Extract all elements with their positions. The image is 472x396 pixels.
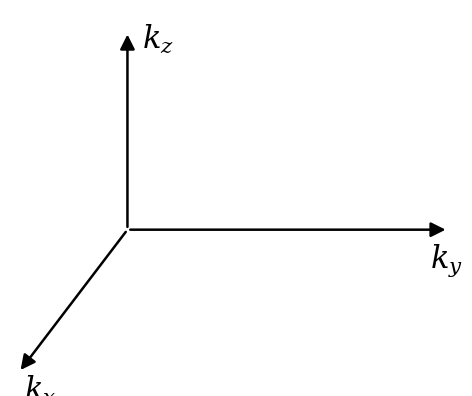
Text: $k_y$: $k_y$ [430,243,462,280]
Text: $k_x$: $k_x$ [24,374,56,396]
Text: $k_z$: $k_z$ [142,23,173,56]
